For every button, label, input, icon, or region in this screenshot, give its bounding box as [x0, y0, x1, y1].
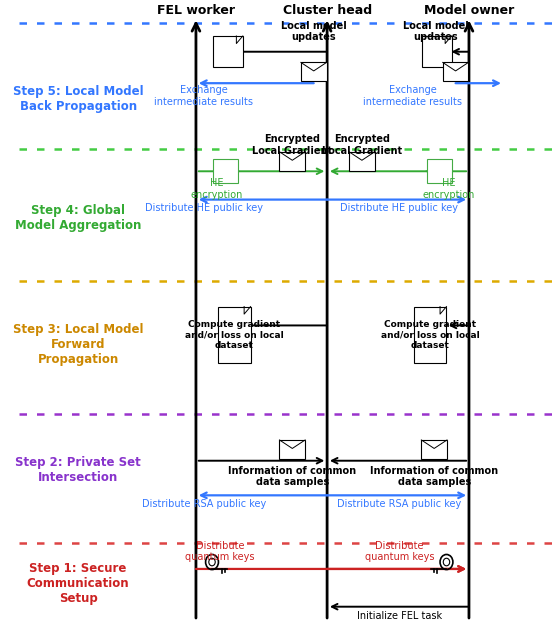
Bar: [426, 159, 453, 183]
Text: Distribute
quantum keys: Distribute quantum keys: [365, 540, 434, 562]
Text: Compute gradient
and/or loss on local
dataset: Compute gradient and/or loss on local da…: [185, 320, 284, 349]
Bar: [214, 36, 243, 68]
Bar: [280, 152, 305, 171]
Bar: [280, 440, 305, 459]
Text: Distribute HE public key: Distribute HE public key: [145, 204, 263, 214]
Text: FEL worker: FEL worker: [157, 4, 235, 17]
Text: Step 2: Private Set
Intersection: Step 2: Private Set Intersection: [16, 456, 141, 484]
Text: Encrypted
Local Gradient: Encrypted Local Gradient: [252, 134, 332, 155]
Text: Exchange
intermediate results: Exchange intermediate results: [363, 85, 462, 107]
Text: Step 4: Global
Model Aggregation: Step 4: Global Model Aggregation: [15, 205, 141, 233]
Bar: [421, 440, 447, 459]
Text: Information of common
data samples: Information of common data samples: [370, 466, 498, 487]
Text: Step 5: Local Model
Back Propagation: Step 5: Local Model Back Propagation: [13, 85, 143, 113]
Text: HE
encryption: HE encryption: [423, 178, 475, 200]
Text: Distribute HE public key: Distribute HE public key: [340, 204, 458, 214]
Bar: [422, 36, 451, 68]
Text: Distribute RSA public key: Distribute RSA public key: [337, 499, 461, 509]
Text: Compute gradient
and/or loss on local
dataset: Compute gradient and/or loss on local da…: [381, 320, 480, 349]
Text: Model owner: Model owner: [424, 4, 514, 17]
Text: Initialize FEL task: Initialize FEL task: [357, 611, 442, 621]
Bar: [219, 307, 251, 363]
Text: HE
encryption: HE encryption: [190, 178, 242, 200]
Text: Local model
updates: Local model updates: [281, 21, 346, 42]
Bar: [212, 159, 238, 183]
Text: Distribute RSA public key: Distribute RSA public key: [142, 499, 266, 509]
Text: Exchange
intermediate results: Exchange intermediate results: [155, 85, 254, 107]
Text: Step 1: Secure
Communication
Setup: Step 1: Secure Communication Setup: [27, 562, 130, 605]
Text: Information of common
data samples: Information of common data samples: [229, 466, 356, 487]
Bar: [301, 63, 326, 82]
Text: Encrypted
Local Gradient: Encrypted Local Gradient: [322, 134, 402, 155]
Bar: [349, 152, 375, 171]
Text: Local model
updates: Local model updates: [403, 21, 469, 42]
Text: Distribute
quantum keys: Distribute quantum keys: [185, 540, 255, 562]
Text: Cluster head: Cluster head: [282, 4, 371, 17]
Bar: [443, 63, 468, 82]
Bar: [414, 307, 446, 363]
Text: Step 3: Local Model
Forward
Propagation: Step 3: Local Model Forward Propagation: [13, 323, 143, 366]
